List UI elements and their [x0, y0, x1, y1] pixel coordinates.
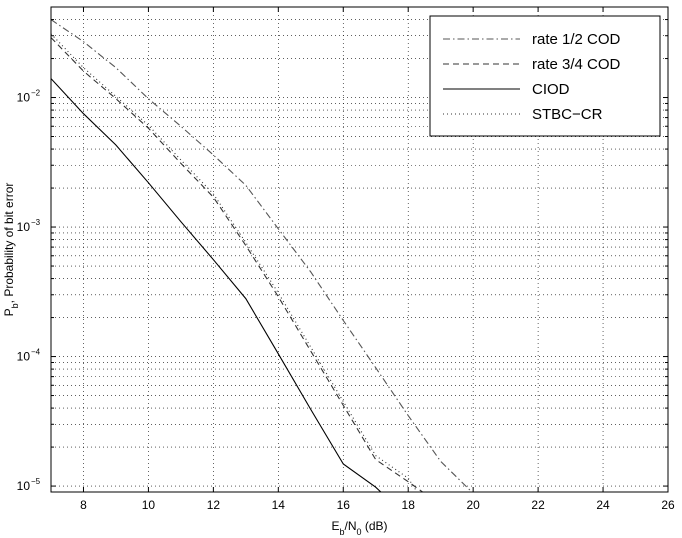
legend: rate 1/2 COD rate 3/4 COD CIOD STBC−CR — [429, 15, 661, 137]
y-tick-exponent: −4 — [31, 348, 41, 357]
series-line-1 — [51, 19, 473, 492]
x-tick-label: 10 — [142, 498, 156, 512]
y-tick-label: 10 — [17, 479, 31, 493]
y-tick-label: 10 — [17, 91, 31, 105]
y-tick-exponent: −5 — [31, 477, 41, 486]
legend-label: rate 1/2 COD — [532, 31, 621, 48]
x-tick-label: 8 — [80, 498, 87, 512]
y-tick-label: 10 — [17, 220, 31, 234]
y-axis-label: Pb, Probability of bit error — [2, 183, 20, 317]
series-line-3 — [51, 78, 382, 492]
series-layer — [51, 19, 473, 492]
x-tick-label: 20 — [466, 498, 480, 512]
x-tick-label: 26 — [661, 498, 675, 512]
plot-frame — [50, 6, 669, 493]
legend-label: rate 3/4 COD — [532, 56, 621, 73]
legend-label: CIOD — [532, 81, 570, 98]
x-tick-label: 12 — [207, 498, 221, 512]
x-axis-label: Eb/N0 (dB) — [331, 519, 387, 537]
series-line-4 — [51, 33, 418, 492]
y-tick-exponent: −2 — [31, 89, 41, 98]
legend-box — [429, 15, 661, 137]
x-tick-label: 18 — [402, 498, 416, 512]
y-tick-exponent: −3 — [31, 218, 41, 227]
x-tick-label: 24 — [596, 498, 610, 512]
x-tick-label: 22 — [531, 498, 545, 512]
grid-layer — [51, 6, 668, 493]
legend-label: STBC−CR — [532, 106, 603, 123]
y-tick-label: 10 — [17, 350, 31, 364]
series-line-2 — [51, 37, 424, 492]
x-tick-label: 14 — [272, 498, 286, 512]
x-tick-label: 16 — [337, 498, 351, 512]
